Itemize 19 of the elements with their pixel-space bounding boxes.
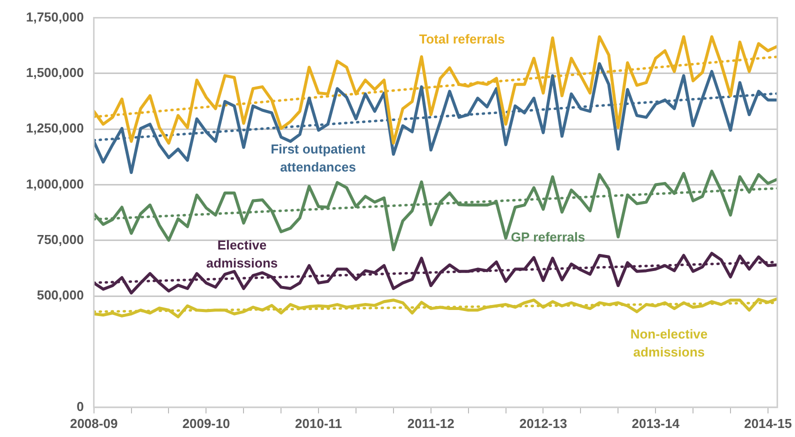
series-label: First outpatient attendances (270, 142, 366, 175)
series-label: Total referrals (419, 32, 505, 47)
y-tick-label: 1,500,000 (26, 65, 84, 80)
x-tick-label: 2010-11 (295, 416, 342, 431)
y-tick-label: 1,750,000 (26, 9, 84, 24)
x-tick-label: 2009-10 (182, 416, 230, 431)
x-tick-label: 2013-14 (632, 416, 680, 431)
x-tick-label: 2011-12 (407, 416, 454, 431)
y-tick-label: 500,000 (36, 288, 84, 303)
x-tick-label: 2014-15 (744, 416, 792, 431)
series-label: Elective admissions (206, 238, 278, 271)
y-tick-label: 750,000 (36, 232, 84, 248)
y-tick-label: 1,000,000 (26, 176, 84, 192)
y-tick-label: 0 (76, 398, 84, 414)
series-label: Non-elective admissions (630, 326, 708, 360)
x-tick-label: 2008-09 (70, 416, 118, 431)
x-tick-label: 2012-13 (519, 416, 568, 431)
series-label: GP referrals (510, 230, 586, 245)
y-tick-label: 1,250,000 (26, 120, 84, 136)
